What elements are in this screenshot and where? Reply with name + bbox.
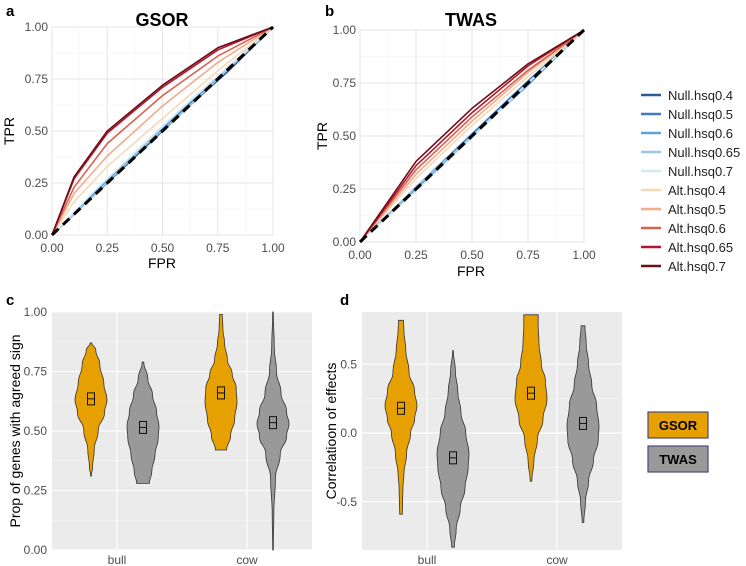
panel-a-xlabel: FPR bbox=[148, 255, 176, 271]
legend-item: Alt.hsq0.5 bbox=[641, 202, 726, 217]
panel-c-ytick: 0.75 bbox=[24, 365, 48, 379]
panel-a-xtick: 0.75 bbox=[206, 241, 230, 255]
panel-b-xtick: 0.25 bbox=[404, 248, 428, 262]
fill-legend: GSOR TWAS bbox=[647, 411, 709, 473]
panel-b-ytick: 0.75 bbox=[333, 76, 357, 90]
d-violin-gsor bbox=[514, 314, 548, 482]
c-violin-twas bbox=[126, 361, 160, 484]
fill-legend-swatch-gsor bbox=[647, 411, 709, 439]
legend-label: Alt.hsq0.7 bbox=[668, 259, 726, 274]
c-violin-gsor bbox=[204, 314, 238, 451]
panel-b-xtick: 1.00 bbox=[572, 248, 596, 262]
panel-b-xtick: 0.00 bbox=[348, 248, 372, 262]
legend-item: Null.hsq0.5 bbox=[641, 107, 733, 122]
a-reference-line bbox=[50, 25, 275, 237]
panel-b-xlabel: FPR bbox=[457, 263, 485, 279]
panel-d-ylabel: Correlatioon of effects bbox=[323, 363, 339, 500]
panel-letter-c: c bbox=[6, 292, 14, 309]
d-violin-twas bbox=[436, 350, 470, 548]
b-series-line bbox=[359, 29, 585, 243]
panel-a-title: GSOR bbox=[135, 10, 188, 30]
a-series-line bbox=[51, 26, 274, 236]
legend-item: Null.hsq0.65 bbox=[641, 145, 740, 160]
panel-a-ytick: 0.50 bbox=[25, 124, 49, 138]
legend-item: Alt.hsq0.4 bbox=[641, 183, 726, 198]
legend-label: Alt.hsq0.65 bbox=[668, 240, 733, 255]
panel-c-xtick: bull bbox=[108, 553, 127, 566]
b-series-line bbox=[359, 29, 585, 243]
d-violin-twas bbox=[566, 325, 600, 523]
b-series-line bbox=[359, 29, 585, 243]
legend-label: Null.hsq0.65 bbox=[668, 145, 740, 160]
legend-item: Null.hsq0.4 bbox=[641, 88, 733, 103]
panel-c-violin-chart: 0.00 0.25 0.50 0.75 1.00 bull cow Prop o… bbox=[7, 305, 312, 566]
a-series-line bbox=[51, 26, 274, 236]
panel-d-ytick: 0.5 bbox=[340, 357, 357, 371]
legend-label: Alt.hsq0.5 bbox=[668, 202, 726, 217]
panel-d-xtick: cow bbox=[546, 553, 568, 566]
fill-legend-item-gsor: GSOR bbox=[647, 411, 709, 439]
legend-label: Null.hsq0.5 bbox=[668, 107, 733, 122]
panel-a-xtick: 0.00 bbox=[40, 241, 64, 255]
panel-c-xtick: cow bbox=[236, 553, 258, 566]
panel-a-ytick: 0.75 bbox=[25, 72, 49, 86]
panel-b-title: TWAS bbox=[445, 10, 497, 30]
panel-a-ylabel: TPR bbox=[1, 117, 17, 145]
panel-letter-b: b bbox=[325, 3, 334, 20]
fill-legend-label-twas: TWAS bbox=[659, 452, 697, 467]
panel-b-xtick: 0.50 bbox=[460, 248, 484, 262]
panel-a-ytick: 0.00 bbox=[25, 228, 49, 242]
panel-d-violin-chart: -0.5 0.0 0.5 bull cow Correlatioon of ef… bbox=[323, 312, 622, 566]
line-legend: Null.hsq0.4 Null.hsq0.5 Null.hsq0.6 Null… bbox=[641, 88, 740, 274]
panel-c-ylabel: Prop of genes with agreed sign bbox=[7, 334, 23, 527]
legend-label: Null.hsq0.6 bbox=[668, 126, 733, 141]
panel-c-ytick: 0.00 bbox=[24, 543, 48, 557]
a-series-line bbox=[51, 26, 274, 236]
panel-a-ytick: 0.25 bbox=[25, 176, 49, 190]
fill-legend-item-twas: TWAS bbox=[647, 445, 709, 473]
panel-c-ytick: 1.00 bbox=[24, 305, 48, 319]
panel-a-xtick: 0.50 bbox=[151, 241, 175, 255]
fill-legend-swatch-twas bbox=[647, 445, 709, 473]
panel-a-ytick: 1.00 bbox=[25, 20, 49, 34]
legend-item: Alt.hsq0.6 bbox=[641, 221, 726, 236]
panel-a-xtick: 1.00 bbox=[261, 241, 285, 255]
panel-c-ytick: 0.25 bbox=[24, 484, 48, 498]
fill-legend-label-gsor: GSOR bbox=[659, 418, 698, 433]
panel-letter-a: a bbox=[6, 3, 15, 20]
panel-b-ytick: 0.00 bbox=[333, 235, 357, 249]
panel-a-roc-chart: GSOR 0.00 0.25 0.50 0.75 1.00 0.00 0.25 … bbox=[1, 10, 285, 271]
panel-b-ytick: 1.00 bbox=[333, 23, 357, 37]
d-violin-gsor bbox=[384, 319, 418, 515]
panel-b-roc-chart: TWAS 0.00 0.25 0.50 0.75 1.00 0.00 0.25 … bbox=[314, 10, 596, 279]
legend-item: Null.hsq0.7 bbox=[641, 164, 733, 179]
legend-item: Alt.hsq0.65 bbox=[641, 240, 733, 255]
legend-label: Alt.hsq0.6 bbox=[668, 221, 726, 236]
b-series-line bbox=[359, 29, 585, 243]
panel-b-xtick: 0.75 bbox=[516, 248, 540, 262]
panel-a-xtick: 0.25 bbox=[96, 241, 120, 255]
c-violin-gsor bbox=[74, 342, 108, 477]
panel-d-ytick: 0.0 bbox=[340, 426, 357, 440]
panel-b-ytick: 0.50 bbox=[333, 129, 357, 143]
panel-b-ytick: 0.25 bbox=[333, 182, 357, 196]
legend-label: Alt.hsq0.4 bbox=[668, 183, 726, 198]
panel-c-ytick: 0.50 bbox=[24, 424, 48, 438]
b-reference-line bbox=[358, 28, 586, 244]
panel-b-ylabel: TPR bbox=[314, 122, 330, 150]
panel-d-xtick: bull bbox=[418, 553, 437, 566]
a-series-line bbox=[51, 26, 274, 236]
legend-label: Null.hsq0.7 bbox=[668, 164, 733, 179]
panel-d-ytick: -0.5 bbox=[336, 495, 357, 509]
legend-item: Alt.hsq0.7 bbox=[641, 259, 726, 274]
panel-letter-d: d bbox=[340, 292, 349, 309]
c-violin-twas bbox=[256, 311, 290, 551]
legend-item: Null.hsq0.6 bbox=[641, 126, 733, 141]
a-series-line bbox=[51, 26, 274, 236]
legend-label: Null.hsq0.4 bbox=[668, 88, 733, 103]
b-series-line bbox=[359, 29, 585, 243]
